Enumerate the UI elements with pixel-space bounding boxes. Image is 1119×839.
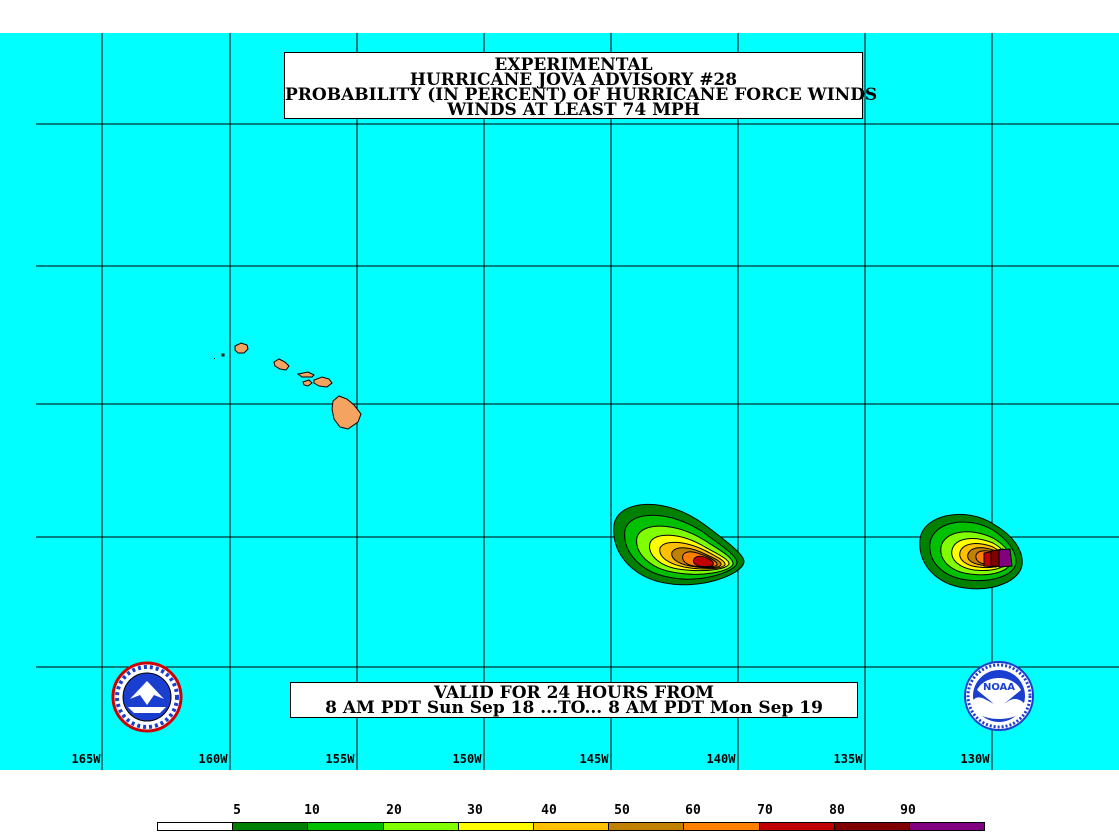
legend-tick-60: 60	[685, 803, 701, 818]
contour-70-west	[692, 555, 714, 568]
noaa-logo-icon: NOAA	[964, 661, 1034, 731]
probability-contours-west	[613, 503, 745, 586]
island-hawaii	[331, 395, 362, 430]
lat-lon-grid	[36, 33, 1119, 770]
island-maui	[313, 376, 333, 388]
legend-swatch-7	[684, 823, 760, 830]
lon-label-155w: 155W	[325, 752, 355, 766]
island-oahu	[273, 358, 290, 371]
legend-tick-10: 10	[304, 803, 320, 818]
contour-90-east	[998, 548, 1013, 568]
legend-tick-50: 50	[614, 803, 630, 818]
valid-period-box: VALID FOR 24 HOURS FROM 8 AM PDT Sun Sep…	[290, 682, 858, 718]
lon-label-165w: 165W	[71, 752, 101, 766]
legend-tick-80: 80	[829, 803, 845, 818]
island-kauai	[234, 342, 249, 354]
title-line-3: PROBABILITY (IN PERCENT) OF HURRICANE FO…	[285, 85, 878, 105]
island-lanai	[302, 379, 313, 387]
lon-label-150w: 150W	[452, 752, 482, 766]
lon-label-135w: 135W	[833, 752, 863, 766]
title-line-1: EXPERIMENTAL	[494, 55, 653, 75]
lon-label-145w: 145W	[579, 752, 609, 766]
hawaiian-islands	[214, 342, 362, 430]
island-speck	[214, 358, 215, 359]
island-niihau	[221, 353, 225, 357]
legend-swatch-3	[383, 823, 459, 830]
title-line-2: HURRICANE JOVA ADVISORY #28	[409, 70, 738, 90]
title-box: EXPERIMENTAL HURRICANE JOVA ADVISORY #28…	[284, 52, 878, 120]
valid-line-1: VALID FOR 24 HOURS FROM	[434, 683, 714, 703]
lon-label-160w: 160W	[198, 752, 228, 766]
legend-tick-40: 40	[541, 803, 557, 818]
legend-swatch-0	[158, 823, 234, 830]
legend-swatch-1	[233, 823, 309, 830]
legend-tick-90: 90	[900, 803, 916, 818]
lon-label-140w: 140W	[706, 752, 736, 766]
legend-swatch-5	[533, 823, 610, 830]
legend-swatch-8	[759, 823, 835, 830]
legend-swatch-2	[308, 823, 384, 830]
legend-swatch-9	[834, 823, 910, 830]
legend-swatch-10	[909, 823, 985, 830]
legend-color-bar	[157, 822, 985, 831]
legend-swatch-4	[458, 823, 534, 830]
ocean-background	[0, 33, 1119, 770]
noaa-logo-text: NOAA	[983, 682, 1015, 693]
nws-logo-icon	[111, 661, 183, 733]
lon-label-130w: 130W	[960, 752, 990, 766]
island-molokai	[296, 371, 315, 378]
legend-tick-70: 70	[757, 803, 773, 818]
probability-contours-east	[919, 513, 1023, 590]
legend-tick-20: 20	[386, 803, 402, 818]
valid-line-2: 8 AM PDT Sun Sep 18 ...TO... 8 AM PDT Mo…	[325, 698, 823, 718]
legend-tick-30: 30	[467, 803, 483, 818]
legend-swatch-6	[609, 823, 685, 830]
title-line-4: WINDS AT LEAST 74 MPH	[447, 100, 700, 120]
legend-tick-5: 5	[233, 803, 241, 818]
